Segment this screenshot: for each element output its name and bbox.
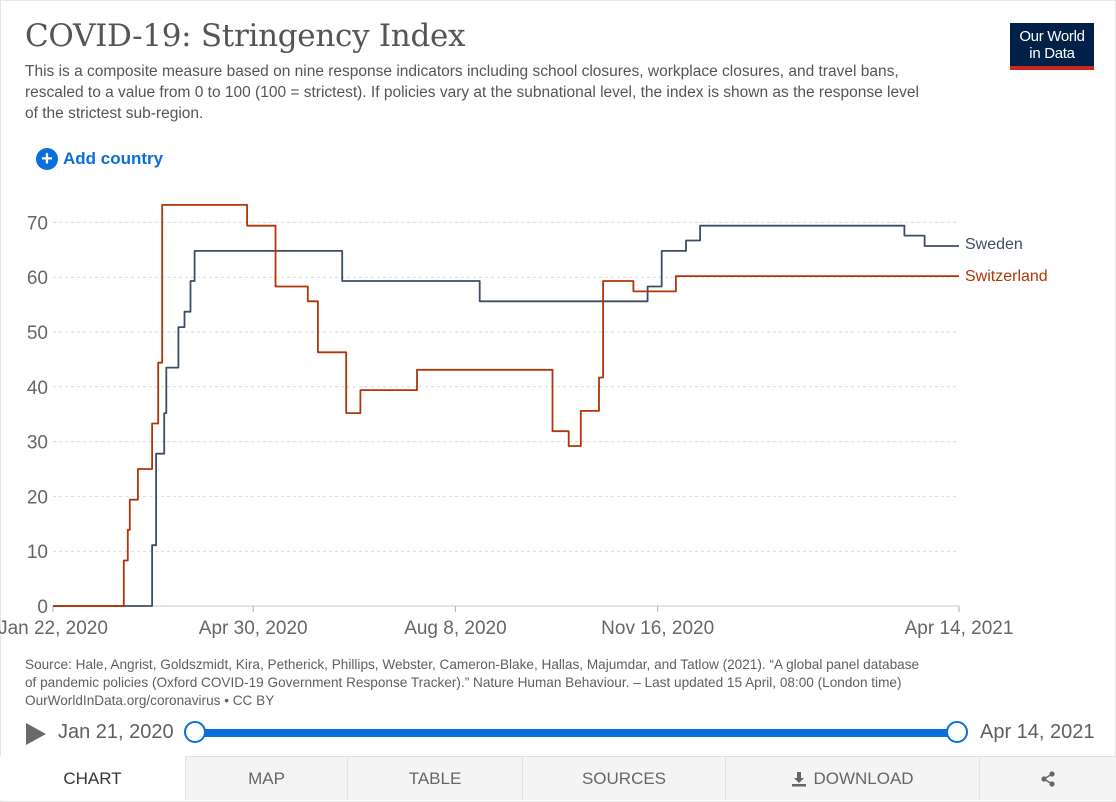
y-tick-label: 20 — [27, 487, 48, 508]
tab-map[interactable]: MAP — [185, 756, 347, 800]
tab-share[interactable] — [979, 756, 1116, 800]
timeline-start-handle[interactable] — [184, 721, 206, 743]
tab-sources[interactable]: SOURCES — [522, 756, 725, 800]
series-line-sweden — [53, 224, 959, 607]
y-tick-label: 60 — [27, 268, 48, 289]
plus-circle-icon: + — [36, 148, 58, 170]
y-tick-label: 0 — [37, 597, 48, 618]
logo-line-1: Our World — [1019, 28, 1085, 45]
owid-logo[interactable]: Our World in Data — [1010, 23, 1094, 70]
sources-line-1: Source: Hale, Angrist, Goldszmidt, Kira,… — [25, 657, 920, 672]
x-tick-label: Apr 14, 2021 — [905, 618, 1014, 639]
share-icon — [1041, 770, 1055, 787]
y-tick-label: 70 — [27, 213, 48, 234]
y-tick-label: 30 — [27, 433, 48, 454]
tab-download-label: DOWNLOAD — [813, 768, 914, 788]
add-country-label: Add country — [63, 149, 164, 168]
timeline-end-handle[interactable] — [946, 721, 968, 743]
timeline: Jan 21, 2020 Apr 14, 2021 — [0, 714, 1116, 752]
sources-line-2: of pandemic policies (Oxford COVID-19 Go… — [25, 675, 902, 690]
x-tick-label: Aug 8, 2020 — [404, 618, 506, 639]
tab-table-label: TABLE — [408, 768, 462, 788]
chart-subtitle: This is a composite measure based on nin… — [25, 63, 919, 122]
y-tick-label: 50 — [27, 323, 48, 344]
x-tick-label: Nov 16, 2020 — [601, 618, 714, 639]
tab-chart[interactable]: CHART — [0, 756, 185, 800]
x-tick-label: Apr 30, 2020 — [199, 618, 308, 639]
y-tick-label: 40 — [27, 378, 48, 399]
timeline-start-label: Jan 21, 2020 — [58, 721, 174, 743]
logo-line-2: in Data — [1029, 45, 1075, 62]
x-tick-label: Jan 22, 2020 — [0, 618, 108, 639]
tab-table[interactable]: TABLE — [347, 756, 522, 800]
sources-line-3[interactable]: OurWorldInData.org/coronavirus • CC BY — [25, 693, 275, 708]
timeline-track[interactable] — [194, 729, 958, 737]
tab-download[interactable]: DOWNLOAD — [725, 756, 979, 800]
chart-title: COVID-19: Stringency Index — [25, 18, 466, 54]
tab-sources-label: SOURCES — [581, 768, 667, 788]
y-tick-label: 10 — [27, 542, 48, 563]
line-chart: 0 10 20 30 40 50 60 70 Jan 22, 2020 Apr 30, 2020 A… — [0, 204, 1048, 639]
download-icon — [792, 771, 807, 786]
add-country-button[interactable]: + Add country — [36, 148, 163, 170]
series-label-switzerland: Switzerland — [965, 268, 1048, 285]
play-icon[interactable] — [26, 723, 46, 745]
tab-map-label: MAP — [248, 768, 285, 788]
sources-note: Source: Hale, Angrist, Goldszmidt, Kira,… — [25, 656, 1065, 710]
tab-chart-label: CHART — [63, 768, 122, 788]
series-label-sweden: Sweden — [965, 236, 1023, 253]
tab-bar: CHART MAP TABLE SOURCES DOWNLOAD — [0, 756, 1116, 800]
timeline-end-label: Apr 14, 2021 — [980, 721, 1095, 743]
series-line-switzerland — [53, 204, 959, 607]
